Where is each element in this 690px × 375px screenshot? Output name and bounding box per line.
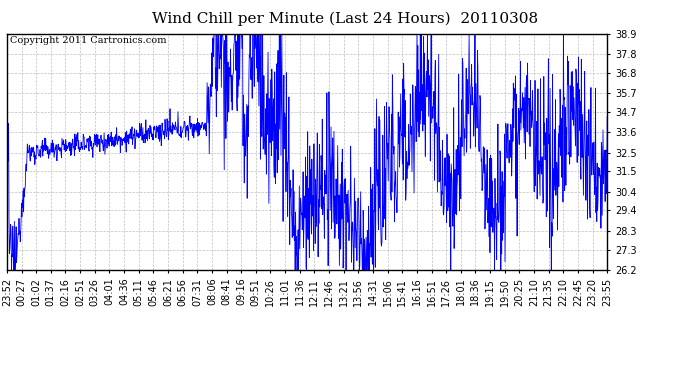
Text: Wind Chill per Minute (Last 24 Hours)  20110308: Wind Chill per Minute (Last 24 Hours) 20… [152, 11, 538, 26]
Text: Copyright 2011 Cartronics.com: Copyright 2011 Cartronics.com [10, 36, 166, 45]
